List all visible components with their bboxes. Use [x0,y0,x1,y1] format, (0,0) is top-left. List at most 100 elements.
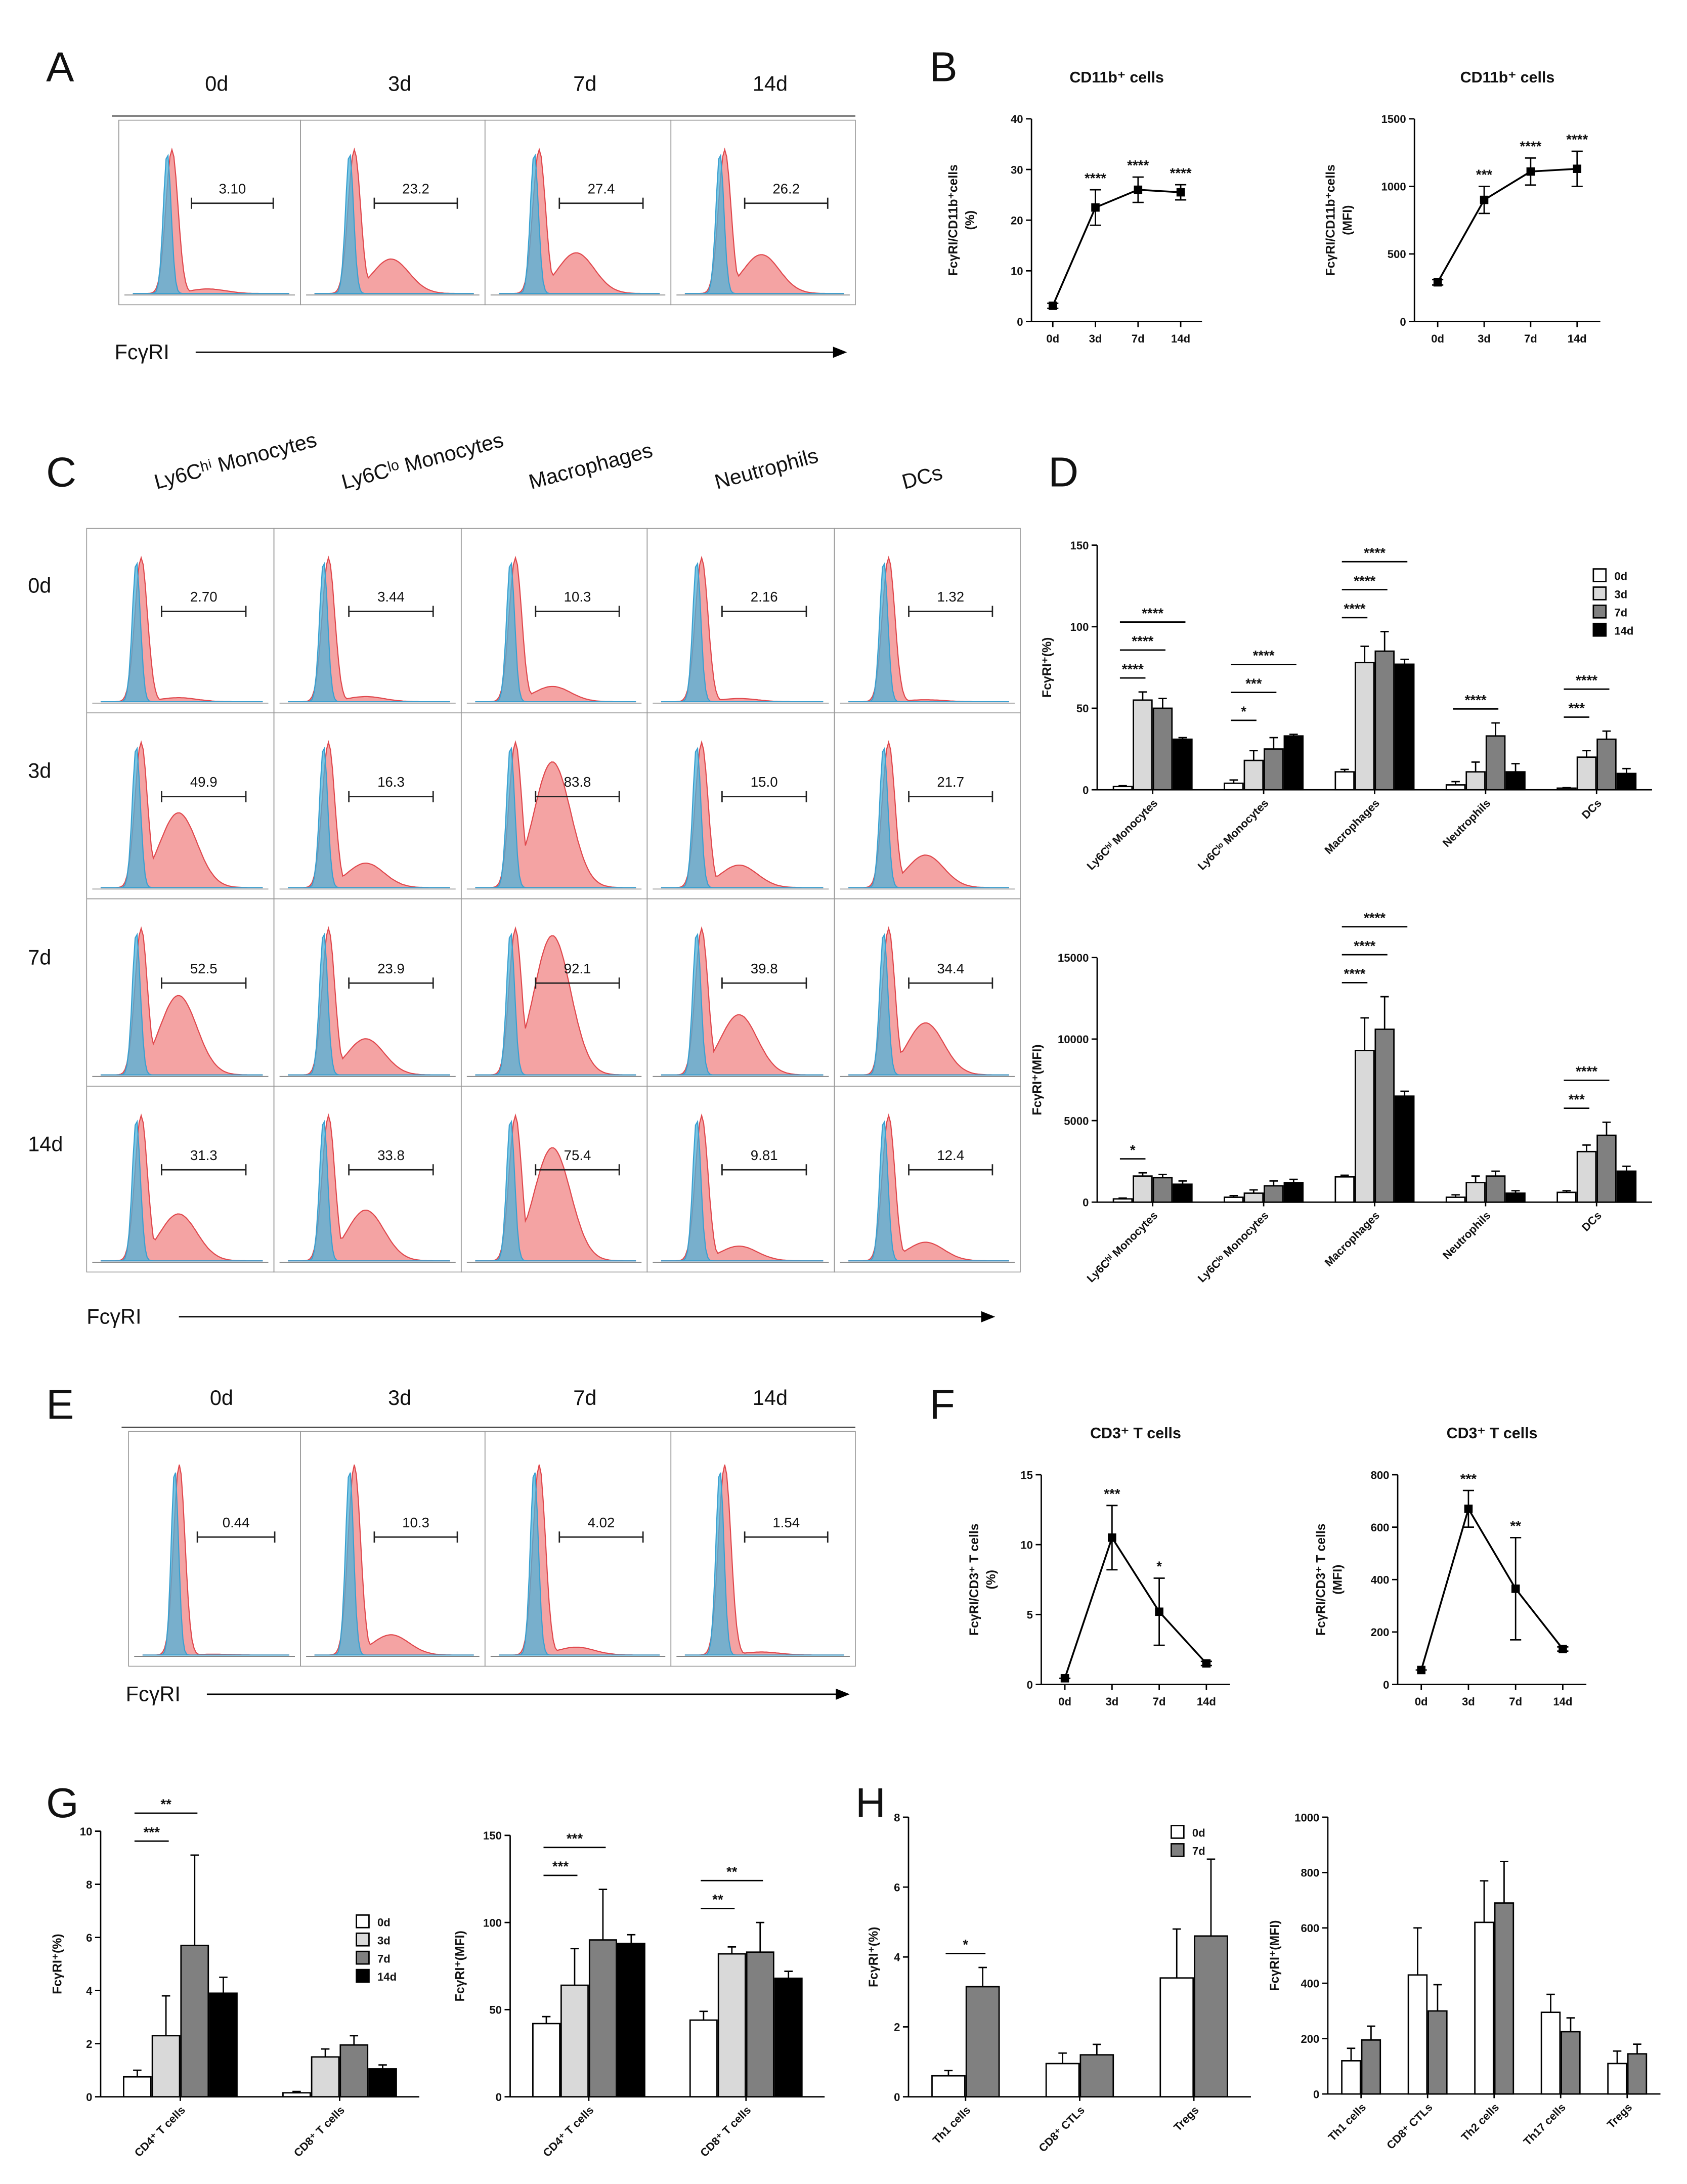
flow-histogram [499,1464,660,1656]
column-label: 7d [573,1386,596,1409]
significance: **** [1170,165,1192,181]
y-axis-label: FcγRI⁺(MFI) [453,1931,467,2001]
bar [368,2068,397,2097]
bar [1334,771,1355,791]
arrow-head [836,1688,850,1700]
y-tick-label: 0 [496,2091,502,2104]
error-bar [321,2048,330,2057]
error-bar [978,1966,987,1987]
x-tick-label: Macrophages [1322,797,1382,857]
bar [1194,1935,1228,2097]
column-label: Ly6Cˡᵒ Monocytes [339,427,506,494]
flow-histogram [684,1472,844,1656]
y-tick-label: 10 [1011,265,1023,278]
error-bar [699,2010,708,2021]
error-bar [1178,1180,1187,1184]
x-tick-label: 0d [1046,332,1059,345]
error-bar [133,2069,142,2077]
bar [965,1986,1000,2097]
point [1464,1505,1473,1513]
error-bar [1400,658,1409,664]
flow-histogram [661,555,824,703]
bar [1485,735,1506,791]
column-label: 14d [753,1386,788,1409]
bar [1394,663,1415,791]
y-tick-label: 8 [86,1878,92,1891]
x-tick-label: CD8⁺ T cells [291,2104,347,2159]
error-bar [1347,2047,1356,2061]
significance: **** [1085,170,1106,186]
significance: **** [1122,661,1144,677]
point [1526,167,1535,176]
y-tick-label: 0 [1027,1679,1033,1691]
y-tick-label: 600 [1301,1922,1319,1935]
bar [532,2023,560,2097]
x-tick-label: Th17 cells [1521,2101,1568,2148]
bar [588,1939,617,2097]
legend-label: 0d [1614,570,1627,583]
error-bar [1602,1121,1611,1136]
bar [1354,662,1375,791]
panel-letter: E [46,1381,74,1428]
y-tick-label: 10000 [1058,1033,1089,1046]
y-axis-label: (%) [963,210,977,230]
flow-histogram [475,1120,636,1262]
row-label: 14d [28,1132,63,1155]
x-tick-label: Neutrophils [1440,797,1493,849]
y-tick-label: 4 [86,1985,93,1997]
panel-letter: C [46,449,76,496]
error-bar [1471,761,1480,772]
bar [1445,784,1466,791]
flow-plot [834,528,1021,713]
x-tick-label: 3d [1105,1695,1118,1708]
significance: ** [1510,1518,1521,1534]
error-bar [350,2035,359,2045]
y-tick-label: 0 [1083,784,1089,796]
y-tick-label: 5 [1027,1609,1033,1621]
bar [1394,1095,1415,1203]
column-label: DCs [899,460,945,494]
gate-value: 1.32 [937,589,964,605]
point [1176,188,1185,197]
y-axis-label: FcγRI⁺(%) [1040,637,1054,698]
error-bar [1380,996,1389,1030]
column-label: 0d [210,1386,233,1409]
legend-swatch [356,1968,370,1983]
bar [1576,756,1597,791]
point [1573,164,1582,173]
bar [123,2076,152,2097]
significance: *** [1460,1471,1477,1486]
error-bar [1582,750,1591,757]
error-bar [1289,1178,1298,1183]
y-tick-label: 5000 [1064,1115,1089,1127]
flow-histogram [475,562,636,703]
gate-value: 31.3 [190,1147,218,1163]
x-tick-label: 0d [1415,1695,1428,1708]
legend-label: 0d [377,1916,391,1929]
significance: **** [1132,633,1153,649]
x-tick-label: Th1 cells [1326,2101,1369,2144]
flow-histogram [314,153,474,294]
flow-histogram [475,932,636,1076]
bar [1556,787,1577,791]
significance: *** [1245,675,1262,691]
y-tick-label: 150 [483,1829,502,1842]
bar [1264,1185,1284,1203]
significance: **** [1364,910,1386,926]
x-tick-label: Ly6Cˡᵒ Monocytes [1195,1209,1271,1285]
bar [1173,738,1193,791]
flow-histogram [848,1120,1009,1262]
x-tick-label: 0d [1431,332,1444,345]
bar [1334,1176,1355,1203]
error-bar [1138,691,1147,700]
bar [1112,786,1133,791]
bar [1465,771,1486,791]
y-tick-label: 6 [86,1932,92,1944]
y-tick-label: 400 [1301,1978,1319,1990]
error-bar [598,1889,608,1940]
y-axis-label: FcγRI/CD3⁺ T cells [1314,1523,1328,1636]
x-tick-label: 14d [1553,1695,1572,1708]
bar [1283,735,1304,791]
point [1060,1674,1069,1683]
error-bar [1546,1993,1555,2012]
